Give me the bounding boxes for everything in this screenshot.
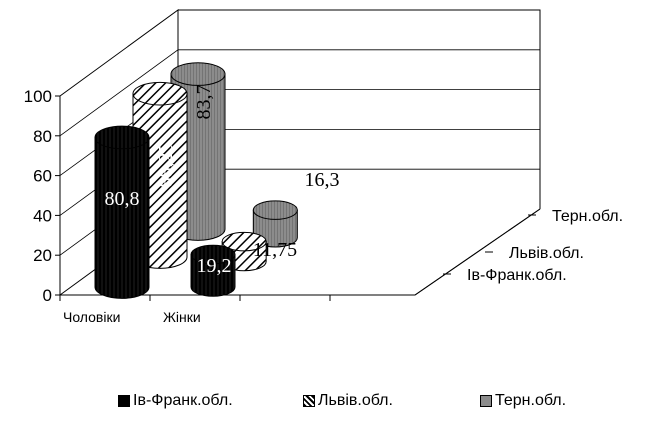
legend-swatch-black [118, 395, 130, 407]
bar-s0-c0-body [94, 136, 150, 299]
data-label: 11,75 [253, 239, 297, 261]
data-label: 16,3 [305, 169, 340, 191]
bar-s2-c0-top [170, 62, 226, 86]
chart-labels: 80,8 19,2 88,25 11,75 83,7 16,3 [105, 85, 340, 278]
y-tick-label: 80 [33, 127, 52, 146]
y-tick-label: 100 [24, 87, 52, 106]
data-label: 80,8 [105, 188, 140, 210]
y-tick-label: 40 [33, 206, 52, 225]
x-tick-label: Жінки [163, 309, 201, 325]
depth-label: Ів-Франк.обл. [467, 267, 567, 284]
bar-s1-c0-top [132, 81, 188, 106]
chart-bars [94, 62, 298, 299]
data-label: 88,25 [155, 143, 177, 188]
depth-axis-line [414, 208, 541, 296]
legend-label: Терн.обл. [495, 392, 567, 409]
bar-s0-c0-top [94, 125, 150, 150]
y-tick-label: 60 [33, 167, 52, 186]
bar-s0-c1 [190, 244, 236, 297]
chart-axes: 0 20 40 60 80 100 Чоловіки Жінки Терн.обл. Львів.… [24, 87, 623, 325]
legend-swatch-gray [480, 395, 492, 407]
y-tick-label: 20 [33, 246, 52, 265]
bar-s2-c1-top [252, 200, 298, 220]
data-label: 83,7 [193, 85, 215, 120]
x-tick-label: Чоловіки [63, 309, 120, 325]
legend-item-ternopil: Терн.обл. [480, 392, 566, 410]
bar-s1-c1-top [221, 231, 267, 252]
legend-item-ivano-frankivsk: Ів-Франк.обл. [118, 392, 233, 410]
legend-label: Львів.обл. [318, 392, 393, 409]
gridline [59, 49, 540, 137]
depth-label: Терн.обл. [552, 208, 623, 225]
depth-label: Львів.обл. [509, 245, 584, 262]
bar-s0-c0 [94, 125, 150, 299]
y-tick-label: 0 [43, 286, 52, 305]
bar-s0-c1-top [190, 244, 236, 265]
legend-label: Ів-Франк.обл. [133, 392, 233, 409]
data-label: 19,2 [197, 255, 232, 277]
back-wall [178, 9, 541, 209]
bar-s0-c1-body [190, 254, 236, 297]
chart-legend: Ів-Франк.обл. Львів.обл. Терн.обл. [0, 392, 658, 418]
legend-item-lviv: Львів.обл. [303, 392, 393, 410]
legend-swatch-hatched [303, 395, 315, 407]
